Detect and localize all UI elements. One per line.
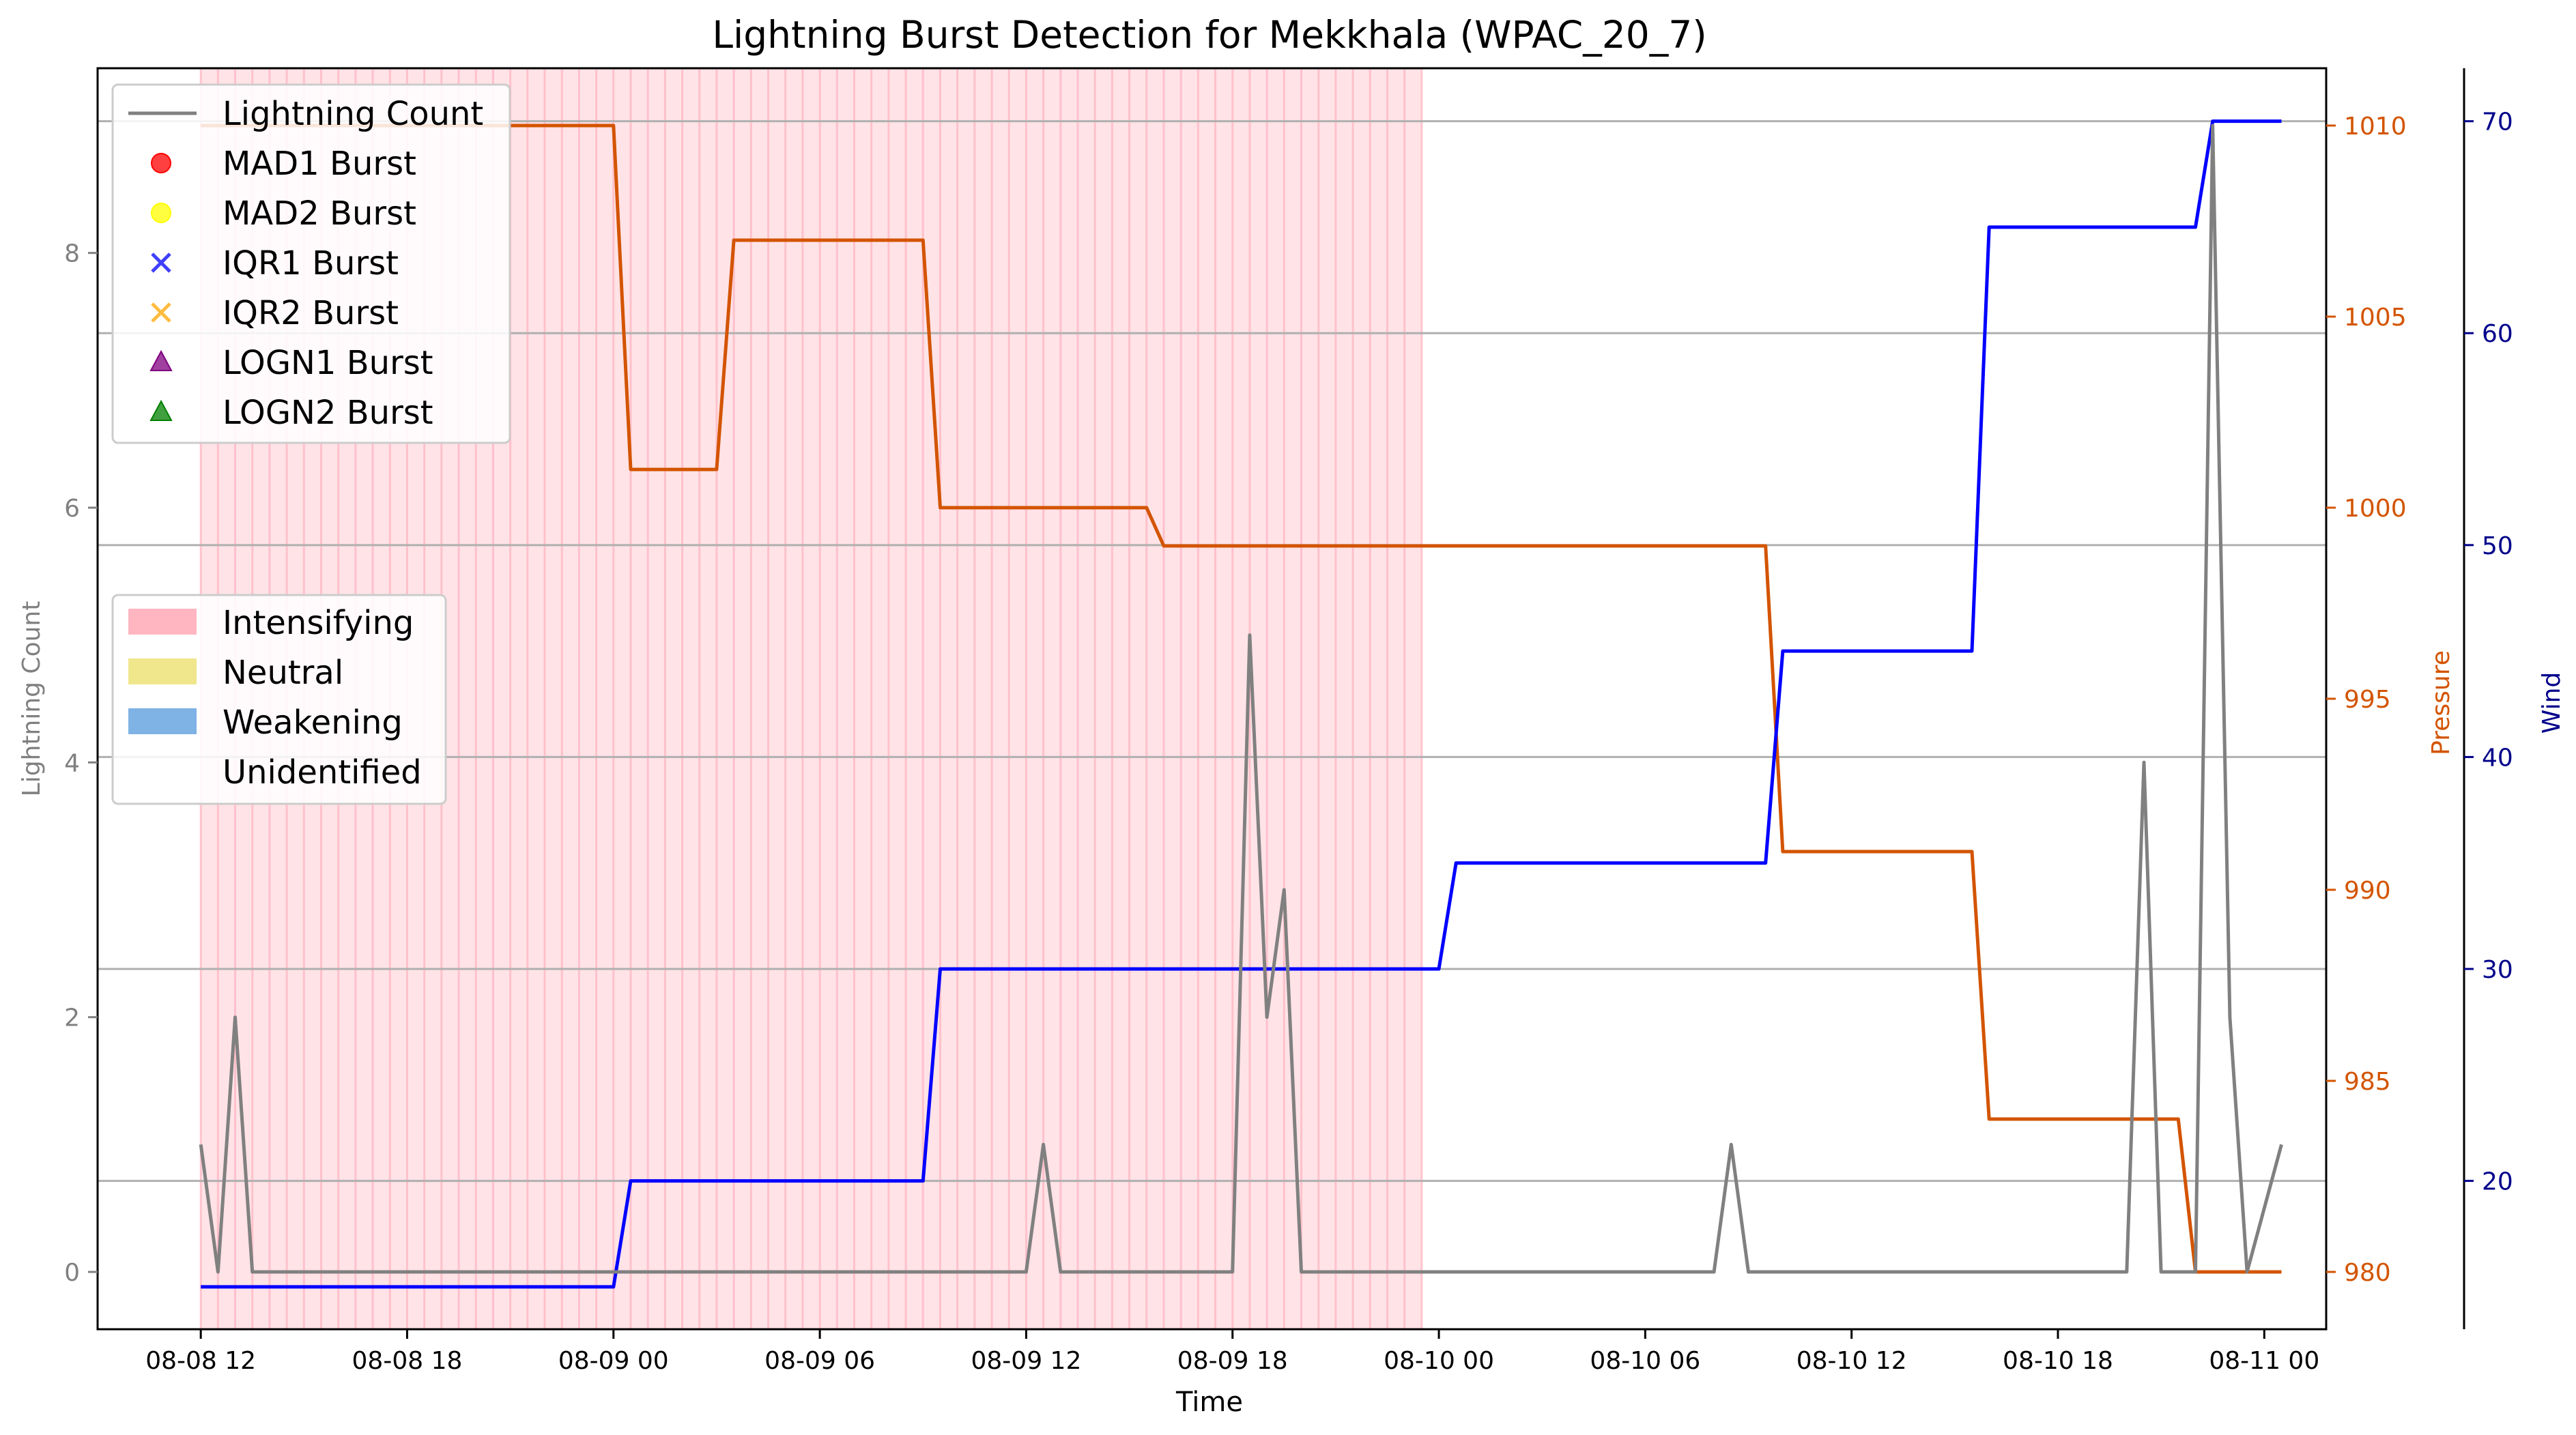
series-lines bbox=[199, 119, 2283, 1289]
legend-phases: Intensifying Neutral Weakening Unidentified bbox=[111, 594, 447, 805]
wind-tick-label: 20 bbox=[2482, 1168, 2513, 1196]
pressure-tick-label: 980 bbox=[2344, 1259, 2391, 1287]
lightning-axis: 0 2 4 6 8 bbox=[64, 240, 98, 1287]
wind-tick-label: 50 bbox=[2482, 532, 2513, 560]
legend-circle-marker bbox=[151, 203, 171, 223]
pressure-tick-label: 990 bbox=[2344, 877, 2391, 905]
legend-series: Lightning Count MAD1 Burst MAD2 Burst IQR1 … bbox=[111, 83, 511, 444]
legend-x-marker bbox=[151, 302, 171, 323]
x-tick-label: 08-09 00 bbox=[558, 1347, 669, 1375]
x-tick-label: 08-08 12 bbox=[145, 1347, 256, 1375]
pressure-axis-label: Pressure bbox=[2427, 650, 2455, 755]
x-tick-label: 08-08 18 bbox=[352, 1347, 463, 1375]
x-axis-label: Time bbox=[1175, 1387, 1243, 1418]
legend-triangle-marker bbox=[149, 399, 173, 421]
legend-label-mad1-burst: MAD1 Burst bbox=[223, 145, 416, 183]
pressure-axis: 980 985 990 995 1000 1005 1010 bbox=[2326, 113, 2407, 1287]
series-lightning-count-line bbox=[199, 124, 2283, 1274]
legend-x-marker bbox=[151, 252, 171, 273]
wind-axis: 20 30 40 50 60 70 bbox=[2464, 108, 2513, 1196]
legend-phase-swatch-intensifying bbox=[128, 609, 197, 635]
lightning-tick-label: 8 bbox=[64, 240, 80, 268]
legend-label-iqr1-burst: IQR1 Burst bbox=[223, 244, 399, 282]
wind-tick-label: 60 bbox=[2482, 320, 2513, 348]
x-tick-label: 08-09 18 bbox=[1177, 1347, 1288, 1375]
pressure-tick-label: 985 bbox=[2344, 1068, 2391, 1096]
x-tick-label: 08-10 12 bbox=[1797, 1347, 1907, 1375]
legend-label-logn2-burst: LOGN2 Burst bbox=[223, 394, 433, 432]
legend-phase-swatch-neutral bbox=[128, 658, 197, 684]
legend-triangle-marker bbox=[149, 349, 173, 371]
x-tick-label: 08-09 06 bbox=[764, 1347, 875, 1375]
wind-tick-label: 30 bbox=[2482, 956, 2513, 984]
legend-phase-label-weakening: Weakening bbox=[223, 704, 403, 742]
legend-circle-marker bbox=[151, 153, 171, 173]
chart-title: Lightning Burst Detection for Mekkhala (… bbox=[712, 13, 1706, 57]
x-tick-label: 08-11 00 bbox=[2209, 1347, 2319, 1375]
legend-phase-label-intensifying: Intensifying bbox=[223, 604, 414, 642]
legend-phases-box bbox=[111, 594, 447, 805]
x-tick-label: 08-10 18 bbox=[2003, 1347, 2113, 1375]
x-tick-label: 08-10 00 bbox=[1384, 1347, 1494, 1375]
x-tick-label: 08-09 12 bbox=[971, 1347, 1081, 1375]
lightning-tick-label: 6 bbox=[64, 495, 80, 523]
pressure-tick-label: 1005 bbox=[2344, 304, 2407, 332]
series-wind-line bbox=[201, 119, 2282, 1289]
x-tick-label: 08-10 06 bbox=[1590, 1347, 1700, 1375]
x-axis: 08-08 12 08-08 18 08-09 00 08-09 06 08-09 12… bbox=[145, 1329, 2319, 1375]
legend-phase-label-unidentified: Unidentified bbox=[223, 753, 422, 792]
wind-axis-label: Wind bbox=[2538, 672, 2566, 734]
lightning-axis-label: Lightning Count bbox=[18, 601, 46, 797]
pressure-tick-label: 1000 bbox=[2344, 495, 2407, 523]
legend-phase-swatch-unidentified bbox=[128, 758, 197, 784]
legend-series-box bbox=[111, 83, 511, 444]
legend-label-iqr2-burst: IQR2 Burst bbox=[223, 294, 399, 332]
lightning-tick-label: 0 bbox=[64, 1259, 80, 1287]
legend-phase-label-neutral: Neutral bbox=[223, 654, 343, 692]
pressure-tick-label: 995 bbox=[2344, 686, 2391, 714]
wind-tick-label: 70 bbox=[2482, 108, 2513, 136]
legend-label-lightning-count: Lightning Count bbox=[223, 95, 483, 133]
wind-tick-label: 40 bbox=[2482, 744, 2513, 772]
legend-label-logn1-burst: LOGN1 Burst bbox=[223, 344, 433, 382]
lightning-tick-label: 4 bbox=[64, 749, 80, 777]
lightning-tick-label: 2 bbox=[64, 1004, 80, 1032]
series-pressure-line bbox=[201, 124, 2282, 1274]
legend-phase-swatch-weakening bbox=[128, 708, 197, 734]
pressure-tick-label: 1010 bbox=[2344, 113, 2407, 141]
legend-label-mad2-burst: MAD2 Burst bbox=[223, 194, 416, 233]
